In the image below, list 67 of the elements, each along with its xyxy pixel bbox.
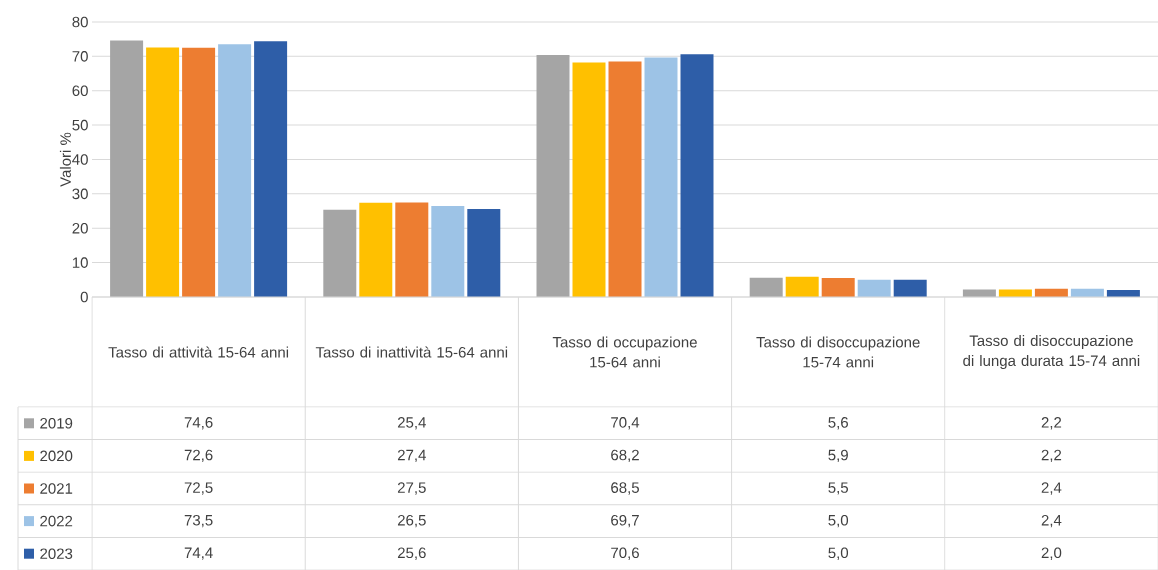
bar (431, 205, 465, 297)
data-label: 5,0 (828, 514, 849, 528)
data-label: 72,5 (184, 482, 213, 495)
bar (644, 57, 678, 297)
y-tick-label: 50 (72, 119, 88, 131)
y-tick-label: 70 (72, 51, 88, 62)
data-label: 27,5 (397, 482, 426, 495)
bar (182, 47, 216, 297)
bar (680, 54, 714, 297)
data-label: 69,7 (611, 514, 639, 528)
data-label: 27,4 (397, 449, 426, 463)
y-tick-label: 80 (72, 16, 88, 28)
data-label: 5,9 (828, 449, 848, 463)
x-tick-label: Tasso di disoccupazione di lunga durata 15-74 anni (963, 335, 1140, 369)
bar (218, 44, 252, 297)
data-label: 70,6 (611, 547, 639, 560)
data-label: 5,6 (828, 417, 848, 430)
bar (857, 279, 891, 297)
data-label: 5,0 (828, 547, 849, 560)
bar (608, 61, 642, 297)
legend-label: 2021 (40, 483, 73, 494)
data-label: 74,4 (184, 547, 213, 560)
bar (821, 278, 855, 297)
data-label: 25,6 (397, 547, 426, 560)
legend-label: 2019 (40, 417, 73, 429)
data-label: 70,4 (611, 417, 640, 430)
bar (749, 277, 783, 297)
y-tick-label: 60 (72, 85, 88, 97)
data-label: 74,6 (184, 417, 213, 430)
legend-label: 2022 (40, 515, 73, 527)
data-label: 25,4 (397, 417, 426, 430)
y-tick-label: 40 (72, 154, 88, 165)
bar (785, 276, 819, 297)
data-label: 68,5 (611, 482, 639, 495)
y-tick-label: 20 (72, 222, 88, 234)
legend-label: 2020 (40, 450, 73, 462)
bar (998, 289, 1032, 297)
bar (110, 40, 144, 297)
bar (323, 209, 357, 297)
y-axis-title: Valori % (59, 132, 71, 187)
y-tick-label: 30 (72, 188, 88, 200)
bar (146, 47, 180, 297)
bar (467, 209, 501, 297)
data-label: 2,0 (1041, 547, 1062, 560)
bar (359, 202, 393, 297)
y-tick-label: 10 (72, 257, 88, 268)
bar (395, 202, 429, 297)
y-tick-label: 0 (80, 291, 88, 303)
data-label: 2,2 (1041, 417, 1062, 430)
bar (572, 62, 606, 297)
x-tick-label: Tasso di inattività 15-64 anni (315, 346, 508, 358)
x-tick-label: Tasso di disoccupazione 15-74 anni (756, 336, 920, 368)
bar (962, 289, 996, 297)
x-tick-label: Tasso di occupazione 15-64 anni (552, 336, 697, 368)
data-label: 2,4 (1041, 514, 1062, 528)
data-label: 2,2 (1041, 449, 1062, 463)
bar (254, 41, 288, 297)
data-label: 73,5 (184, 514, 213, 528)
data-label: 26,5 (397, 514, 426, 528)
legend-label: 2023 (40, 548, 73, 559)
bar (893, 279, 927, 297)
data-label: 5,5 (828, 482, 849, 495)
x-tick-label: Tasso di attività 15-64 anni (108, 346, 289, 358)
data-label: 72,6 (184, 449, 213, 463)
bar (536, 54, 570, 297)
data-label: 68,2 (611, 449, 639, 463)
data-label: 2,4 (1041, 482, 1062, 495)
